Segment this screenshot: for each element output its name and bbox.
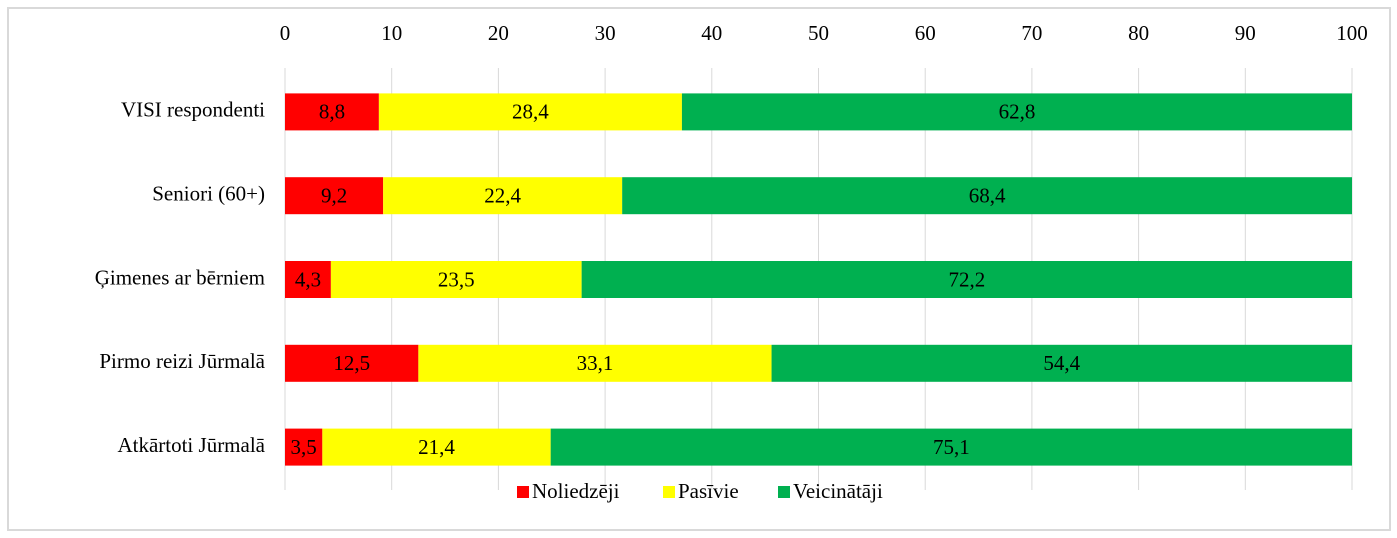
x-tick-label: 50: [808, 21, 829, 45]
data-label: 72,2: [948, 267, 985, 291]
bar-segment: [285, 93, 379, 131]
y-tick-label: Pirmo reizi Jūrmalā: [99, 349, 265, 373]
bar-segment: [622, 177, 1352, 215]
y-tick-label: VISI respondenti: [121, 98, 265, 122]
legend-label: Veicinātāji: [793, 479, 883, 503]
data-label: 68,4: [969, 184, 1006, 208]
x-tick-label: 30: [595, 21, 616, 45]
x-tick-label: 40: [701, 21, 722, 45]
data-label: 62,8: [999, 100, 1036, 124]
data-label: 3,5: [291, 435, 317, 459]
y-tick-label: Atkārtoti Jūrmalā: [117, 433, 265, 457]
y-tick-label: Seniori (60+): [152, 182, 265, 206]
bar-segment: [581, 261, 1352, 298]
data-label: 9,2: [321, 184, 347, 208]
legend-label: Noliedzēji: [532, 479, 620, 503]
x-tick-label: 10: [381, 21, 402, 45]
bar-segment: [285, 261, 331, 298]
bar-segment: [418, 344, 772, 382]
data-label: 21,4: [418, 435, 455, 459]
data-label: 22,4: [484, 184, 521, 208]
bar-segment: [378, 93, 682, 131]
data-label: 54,4: [1043, 351, 1080, 375]
x-tick-label: 60: [915, 21, 936, 45]
legend-swatch: [663, 486, 675, 498]
bar-segment: [681, 93, 1352, 131]
legend-label: Pasīvie: [678, 479, 739, 503]
bar-segment: [330, 261, 582, 298]
bar-segment: [285, 177, 384, 215]
data-label: 23,5: [438, 267, 475, 291]
bar-segment: [550, 428, 1352, 466]
data-label: 75,1: [933, 435, 970, 459]
data-label: 8,8: [319, 100, 345, 124]
bar-segment: [285, 344, 419, 382]
chart-frame: [7, 7, 1391, 531]
y-tick-label: Ģimenes ar bērniem: [95, 265, 265, 289]
data-label: 33,1: [577, 351, 614, 375]
x-tick-label: 0: [280, 21, 291, 45]
x-tick-label: 70: [1021, 21, 1042, 45]
x-tick-label: 90: [1235, 21, 1256, 45]
data-label: 28,4: [512, 100, 549, 124]
bar-segment: [771, 344, 1352, 382]
x-tick-label: 80: [1128, 21, 1149, 45]
data-label: 12,5: [333, 351, 370, 375]
legend-swatch: [778, 486, 790, 498]
data-label: 4,3: [295, 267, 321, 291]
x-tick-label: 100: [1336, 21, 1368, 45]
legend-swatch: [517, 486, 529, 498]
bar-segment: [383, 177, 623, 215]
bar-segment: [322, 428, 551, 466]
x-tick-label: 20: [488, 21, 509, 45]
bar-segment: [285, 428, 323, 466]
